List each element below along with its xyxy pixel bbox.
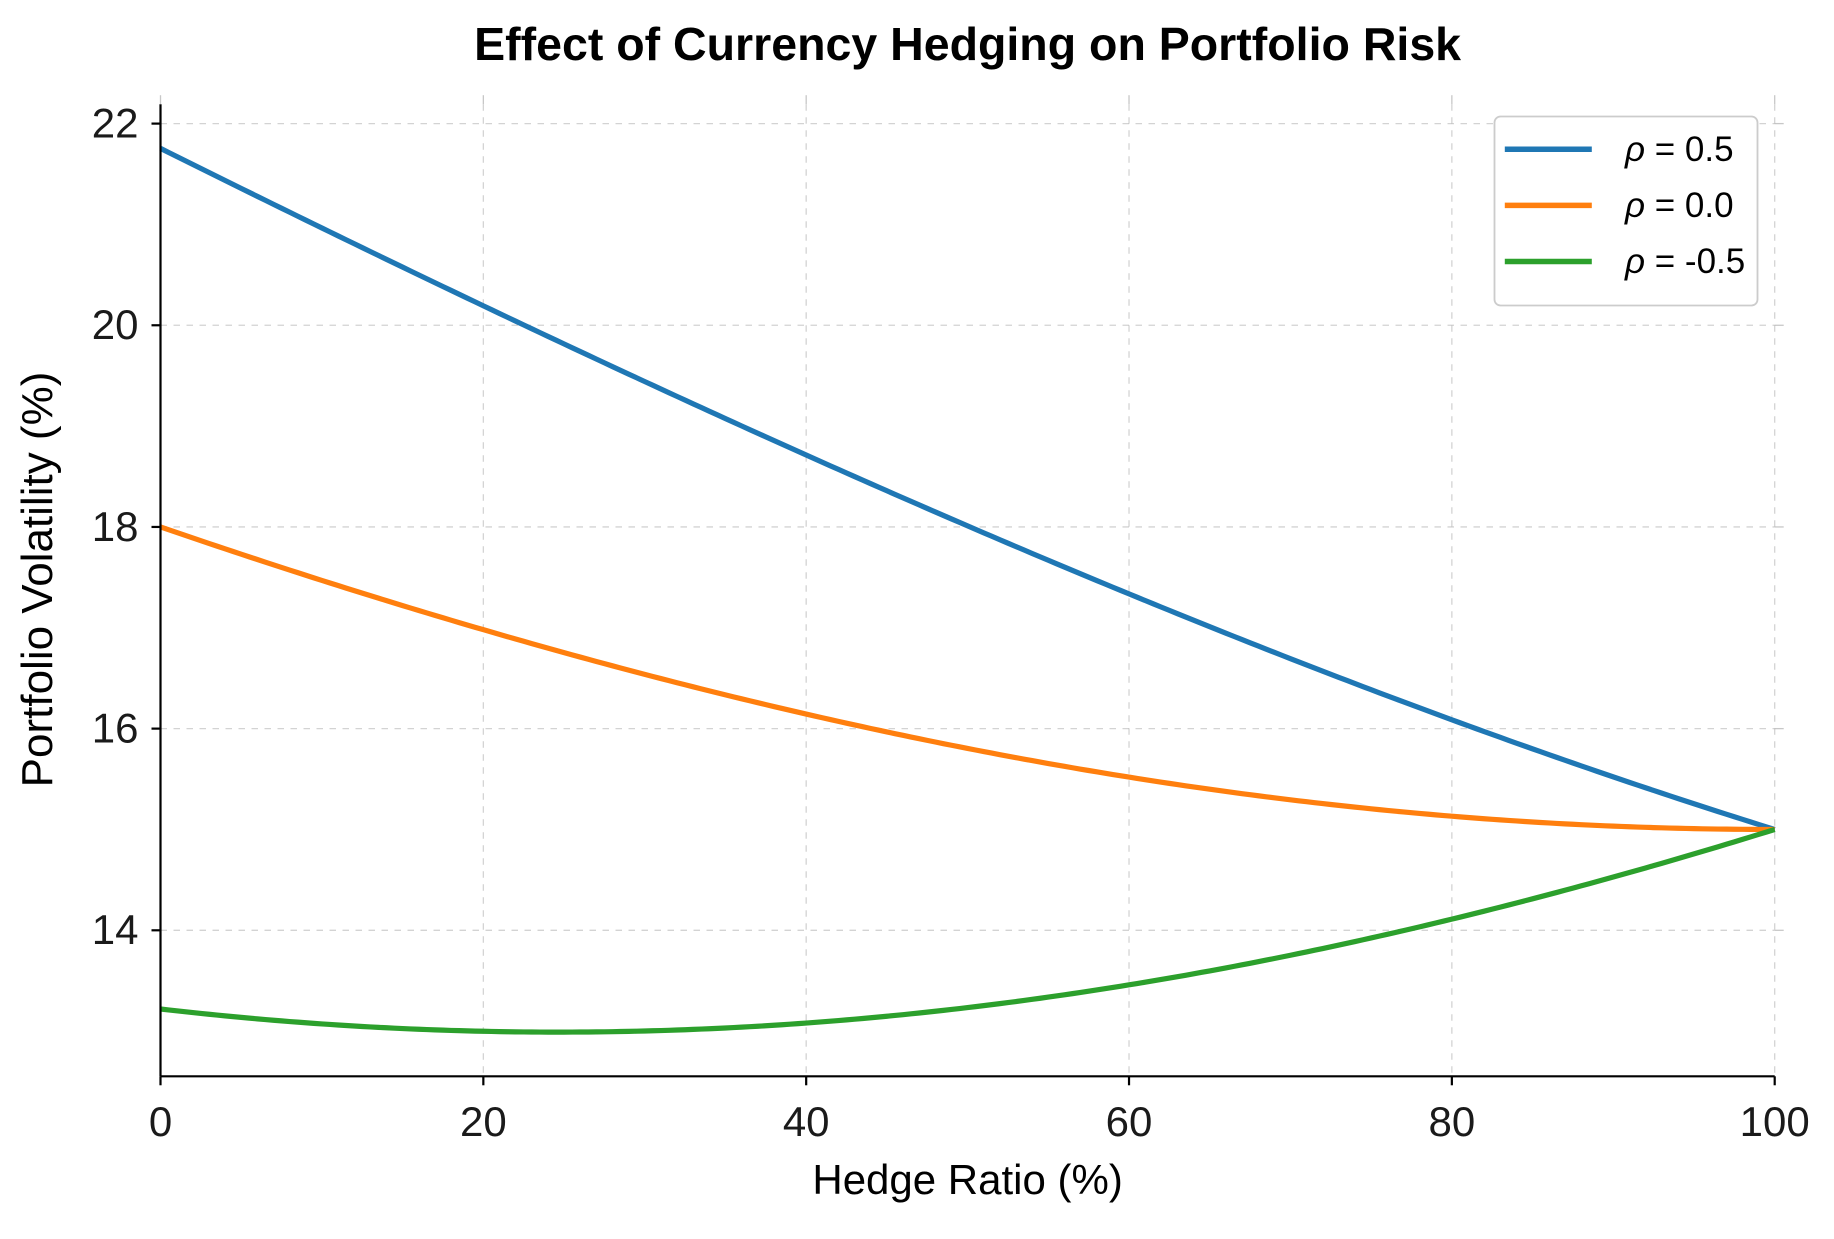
svg-text:Hedge Ratio (%): Hedge Ratio (%) xyxy=(812,1156,1122,1203)
svg-text:0: 0 xyxy=(149,1098,172,1145)
svg-text:ρ = 0.5: ρ = 0.5 xyxy=(1624,130,1734,169)
svg-text:100: 100 xyxy=(1740,1098,1810,1145)
svg-text:60: 60 xyxy=(1106,1098,1153,1145)
svg-text:20: 20 xyxy=(92,301,139,348)
svg-text:20: 20 xyxy=(460,1098,507,1145)
svg-text:80: 80 xyxy=(1429,1098,1476,1145)
svg-text:16: 16 xyxy=(92,704,139,751)
svg-text:14: 14 xyxy=(92,906,139,953)
svg-text:18: 18 xyxy=(92,503,139,550)
svg-text:Portfolio Volatility (%): Portfolio Volatility (%) xyxy=(13,372,62,788)
svg-text:22: 22 xyxy=(92,99,139,146)
svg-text:ρ = 0.0: ρ = 0.0 xyxy=(1624,186,1734,225)
svg-text:Effect of Currency Hedging on: Effect of Currency Hedging on Portfolio … xyxy=(474,18,1461,70)
svg-text:40: 40 xyxy=(783,1098,830,1145)
svg-text:ρ = -0.5: ρ = -0.5 xyxy=(1624,242,1745,281)
